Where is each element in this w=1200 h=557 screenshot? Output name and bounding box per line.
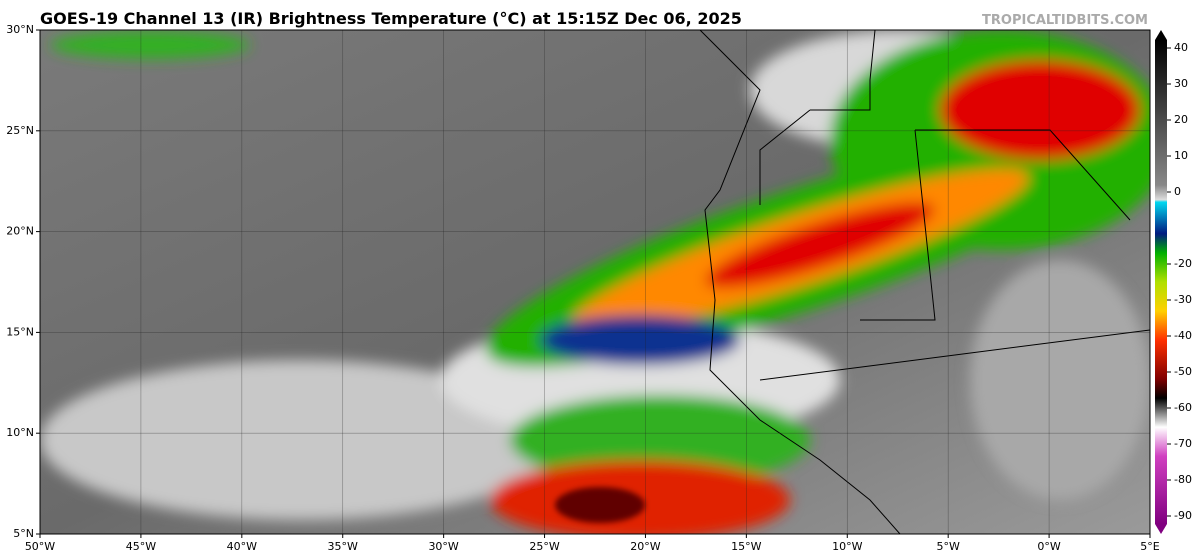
x-tick-label: 35°W: [328, 540, 358, 553]
x-tick-label: 25°W: [529, 540, 559, 553]
colorbar-tick-label: -20: [1174, 257, 1192, 270]
cloud: [540, 315, 740, 365]
cloud: [510, 395, 810, 485]
x-tick-label: 45°W: [126, 540, 156, 553]
x-tick-label: 40°W: [227, 540, 257, 553]
cloud-core: [555, 487, 645, 523]
cloud: [50, 31, 250, 59]
y-tick-label: 10°N: [6, 426, 34, 439]
colorbar-extend-top: [1155, 30, 1167, 40]
x-tick-label: 15°W: [731, 540, 761, 553]
y-tick-label: 15°N: [6, 325, 34, 338]
colorbar-tick-label: 10: [1174, 149, 1188, 162]
colorbar-tick-label: -60: [1174, 401, 1192, 414]
map-frame: [39, 29, 1151, 535]
x-tick-label: 30°W: [428, 540, 458, 553]
colorbar-tick-label: -40: [1174, 329, 1192, 342]
x-tick-label: 20°W: [630, 540, 660, 553]
colorbar-body: [1155, 40, 1167, 524]
colorbar-tick-label: 30: [1174, 77, 1188, 90]
colorbar-tick-label: -90: [1174, 509, 1192, 522]
cloud: [970, 260, 1150, 500]
watermark: TROPICALTIDBITS.COM: [982, 13, 1148, 28]
y-tick-label: 20°N: [6, 225, 34, 238]
colorbar-tick-label: -70: [1174, 437, 1192, 450]
colorbar-ticks: 40 30 20 10 0 -20 -30 -40 -50 -60 -70 -80 -90: [1167, 41, 1192, 522]
colorbar-tick-label: 0: [1174, 185, 1181, 198]
x-tick-label: 10°W: [832, 540, 862, 553]
cloud: [940, 60, 1140, 160]
cloud-features: [40, 30, 1150, 534]
borders: [759, 30, 1150, 381]
colorbar-extend-bottom: [1155, 524, 1167, 534]
y-tick-label: 30°N: [6, 23, 34, 36]
colorbar-tick-label: -30: [1174, 293, 1192, 306]
satellite-imagery: [40, 30, 1150, 534]
coastline: [699, 30, 1150, 534]
colorbar-tick-label: 40: [1174, 41, 1188, 54]
y-tick-label: 5°N: [13, 527, 34, 540]
colorbar-tick-label: 20: [1174, 113, 1188, 126]
x-tick-label: 0°W: [1037, 540, 1060, 553]
colorbar-tick-label: -80: [1174, 473, 1192, 486]
cloud: [705, 202, 935, 288]
x-tick-label: 5°E: [1140, 540, 1159, 553]
x-tick-label: 50°W: [25, 540, 55, 553]
title: GOES-19 Channel 13 (IR) Brightness Tempe…: [40, 9, 742, 28]
colorbar-tick-label: -50: [1174, 365, 1192, 378]
x-tick-label: 5°W: [936, 540, 959, 553]
y-tick-label: 25°N: [6, 124, 34, 137]
colorbar: [1155, 30, 1167, 534]
cloud: [40, 360, 560, 520]
